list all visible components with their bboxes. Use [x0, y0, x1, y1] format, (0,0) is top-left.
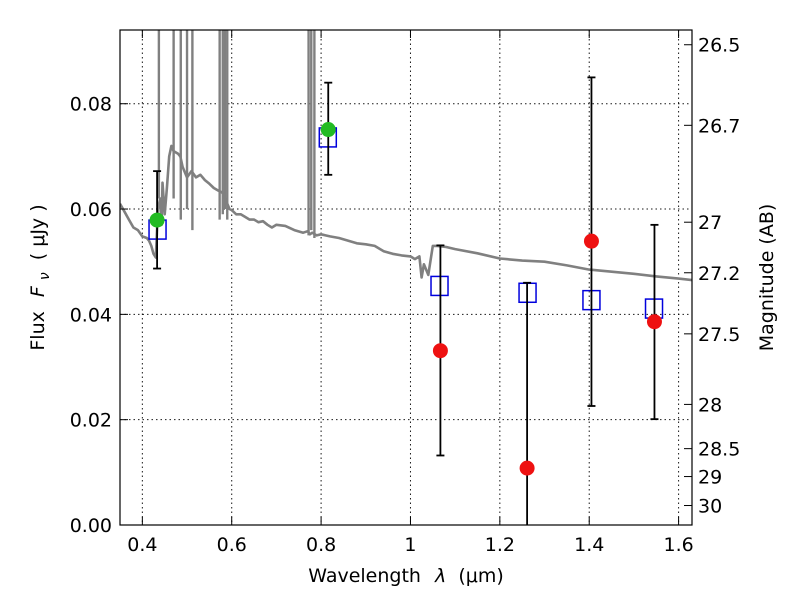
y2-tick-label: 30	[698, 496, 722, 518]
y2-tick-label: 29	[698, 467, 722, 489]
y-axis-label-subscript: ν	[37, 272, 53, 280]
x-tick-label: 1	[404, 534, 416, 556]
x-tick-label: 0.6	[217, 534, 247, 556]
data-layer	[120, 30, 692, 525]
y2-tick-label: 27.5	[698, 324, 740, 346]
y2-tick-label: 26.5	[698, 35, 740, 57]
x-axis-label-symbol: λ	[434, 565, 446, 587]
tick-layer: 0.4 0.6 0.8 1 1.2 1.4 1.6 0.00 0.02 0.04 0.06 0.08 2…	[70, 30, 740, 556]
y-axis-label-unit: ( μJy )	[27, 204, 49, 260]
non-detection-point	[432, 343, 448, 359]
y-tick-label: 0.06	[70, 199, 112, 221]
detection-point	[149, 212, 165, 228]
y2-tick-label: 28.5	[698, 439, 740, 461]
plot-frame	[119, 29, 693, 526]
non-detection-point	[583, 233, 599, 249]
x-tick-label: 0.8	[306, 534, 336, 556]
y2-tick-label: 27.2	[698, 263, 740, 285]
y2-axis-label: Magnitude (AB)	[756, 204, 778, 352]
detection-point	[320, 122, 336, 138]
y-axis-label-text: Flux	[27, 311, 49, 351]
y-tick-label: 0.00	[70, 515, 112, 537]
y2-tick-label: 26.7	[698, 115, 740, 137]
non-detection-point	[519, 460, 535, 476]
y-tick-label: 0.04	[70, 304, 112, 326]
model-sed-line	[120, 144, 692, 282]
x-tick-label: 1.4	[574, 534, 604, 556]
y-axis-label: Flux F ν ( μJy )	[27, 204, 54, 350]
x-tick-label: 0.4	[127, 534, 157, 556]
grid-layer	[120, 30, 692, 526]
y-axis-label-symbol: F	[27, 285, 49, 297]
x-tick-label: 1.6	[663, 534, 693, 556]
non-detection-point	[646, 314, 662, 330]
y-tick-label: 0.08	[70, 94, 112, 116]
y2-tick-label: 28	[698, 394, 722, 416]
x-tick-label: 1.2	[485, 534, 515, 556]
x-axis-label-unit: (μm)	[458, 565, 503, 587]
y2-tick-label: 27	[698, 212, 722, 234]
x-axis-label: Wavelength λ (μm)	[308, 565, 503, 587]
y-tick-label: 0.02	[70, 410, 112, 432]
x-axis-label-text: Wavelength	[308, 565, 421, 587]
